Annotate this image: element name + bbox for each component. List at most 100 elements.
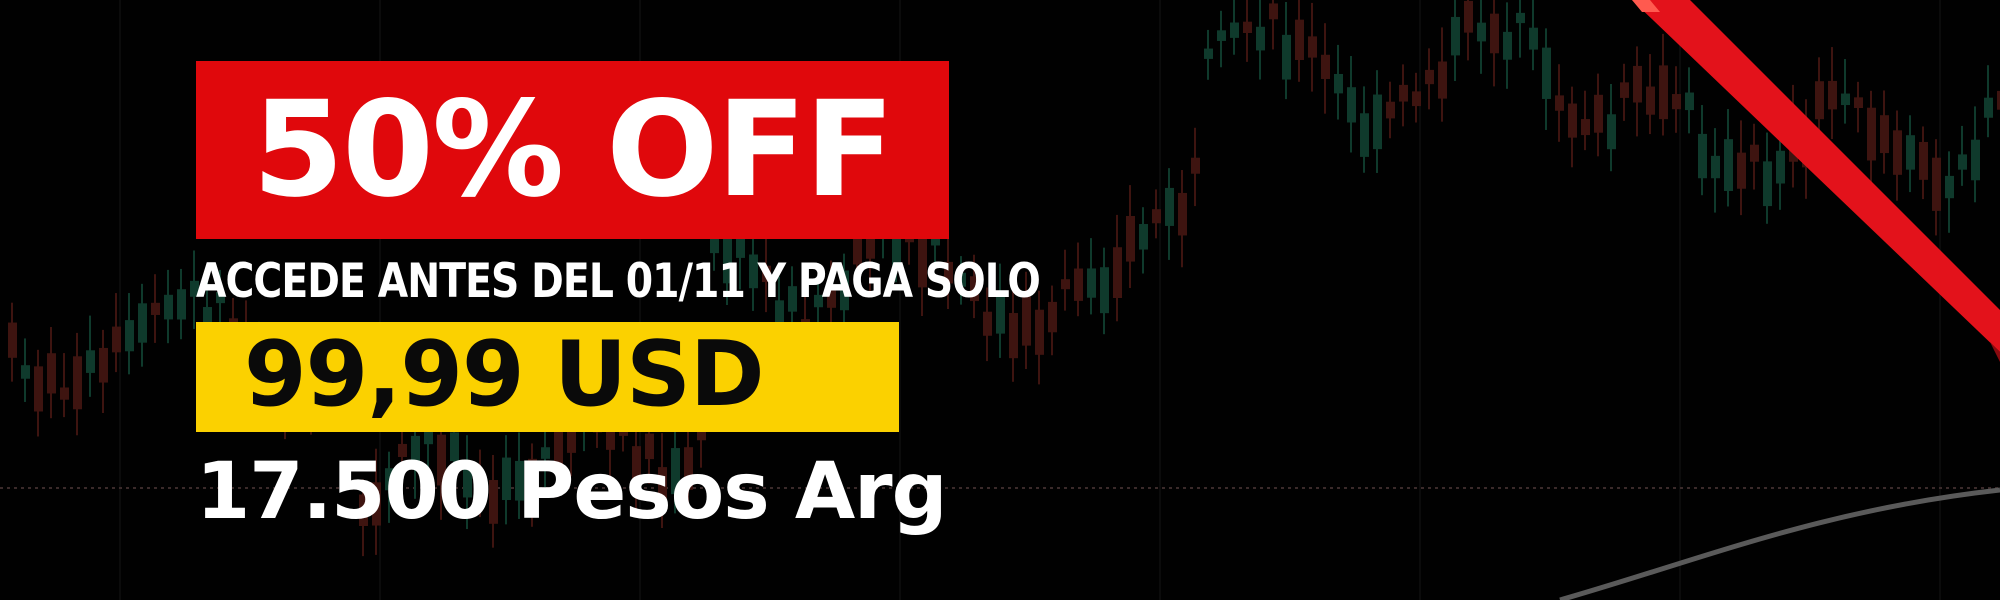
candle-body (1724, 139, 1733, 191)
candle-body (1737, 152, 1746, 189)
candle-body (970, 276, 979, 302)
candle-body (1906, 135, 1915, 170)
candle-body (1451, 16, 1460, 56)
candle-body (359, 494, 368, 527)
candle-body (1360, 113, 1369, 157)
candle-body (1399, 84, 1408, 102)
candle-body (99, 347, 108, 383)
candle-body (112, 326, 121, 353)
candle-body (814, 294, 823, 308)
candle-body (1958, 154, 1967, 170)
candle-body (1750, 144, 1759, 162)
candle-body (1685, 92, 1694, 111)
candle-body (1347, 87, 1356, 123)
candle-body (1165, 187, 1174, 226)
candle-body (944, 261, 953, 284)
candle-body (1048, 301, 1057, 333)
candle-body (1204, 48, 1213, 59)
candle-body (1633, 65, 1642, 103)
candle-body (151, 302, 160, 315)
candle-body (1893, 130, 1902, 175)
candle-body (1412, 91, 1421, 107)
candle-body (1516, 12, 1525, 24)
candle-body (1555, 95, 1564, 111)
candle-body (1269, 3, 1278, 20)
candle-body (1100, 267, 1109, 314)
candle-body (515, 460, 524, 501)
candle-body (177, 289, 186, 320)
candle-body (47, 353, 56, 394)
candle-body (164, 294, 173, 320)
moving-average-line (1559, 487, 2000, 600)
candle-body (892, 223, 901, 267)
candle-body (1035, 309, 1044, 355)
candle-body (1581, 119, 1590, 136)
candle-body (658, 467, 667, 506)
candle-body (775, 300, 784, 331)
candle-body (1568, 103, 1577, 138)
candle-body (8, 322, 17, 358)
candle-body (1971, 139, 1980, 181)
candle-body (1061, 279, 1070, 290)
candle-body (34, 366, 43, 412)
candle-body (788, 286, 797, 312)
candle-body (762, 265, 771, 283)
discount-text: 50% OFF (252, 73, 894, 227)
candle-body (1139, 224, 1148, 250)
candle-body (385, 468, 394, 491)
price-text: 99,99 USD (244, 322, 765, 427)
candle-body (1256, 26, 1265, 51)
candle-body (1386, 101, 1395, 119)
candle-body (1074, 268, 1083, 301)
candle-body (1503, 31, 1512, 60)
candle-body (86, 350, 95, 373)
candle-body (918, 234, 927, 288)
candle-body (957, 272, 966, 287)
candle-body (840, 270, 849, 311)
candle-body (1009, 313, 1018, 359)
candle-body (1334, 73, 1343, 94)
candle-body (866, 234, 875, 259)
candle-body (1191, 157, 1200, 174)
candle-body (1828, 80, 1837, 110)
candle-body (1308, 36, 1317, 58)
candle-body (541, 447, 550, 459)
candle-body (554, 426, 563, 470)
candle-body (476, 475, 485, 490)
candle-body (723, 230, 732, 284)
candle-body (1321, 54, 1330, 79)
candle-body (853, 233, 862, 265)
candle-body (1295, 19, 1304, 60)
candle-body (1438, 61, 1447, 99)
candle-body (684, 447, 693, 490)
candle-body (138, 303, 147, 343)
candle-body (1087, 268, 1096, 298)
candle-body (1815, 81, 1824, 120)
discount-badge: 50% OFF (196, 61, 949, 239)
candle-body (1776, 150, 1785, 184)
candle-body (749, 254, 758, 289)
candle-body (1659, 65, 1668, 120)
price-badge: 99,99 USD (196, 322, 899, 432)
candle-body (1867, 107, 1876, 161)
candle-body (1620, 82, 1629, 98)
candle-body (1126, 216, 1135, 262)
candle-body (736, 222, 745, 258)
candle-body (1698, 133, 1707, 179)
candle-body (1217, 30, 1226, 41)
candle-body (1425, 69, 1434, 85)
candle-body (983, 311, 992, 336)
candle-body (1243, 21, 1252, 34)
candle-body (632, 446, 641, 489)
candle-body (372, 482, 381, 526)
candle-body (1542, 47, 1551, 99)
candle-body (931, 234, 940, 246)
candle-body (1529, 27, 1538, 50)
candle-body (125, 320, 134, 352)
candle-body (502, 457, 511, 501)
candle-body (645, 433, 654, 460)
candle-body (1646, 86, 1655, 115)
candle-body (21, 365, 30, 379)
candle-body (1464, 0, 1473, 33)
candle-body (1373, 94, 1382, 150)
